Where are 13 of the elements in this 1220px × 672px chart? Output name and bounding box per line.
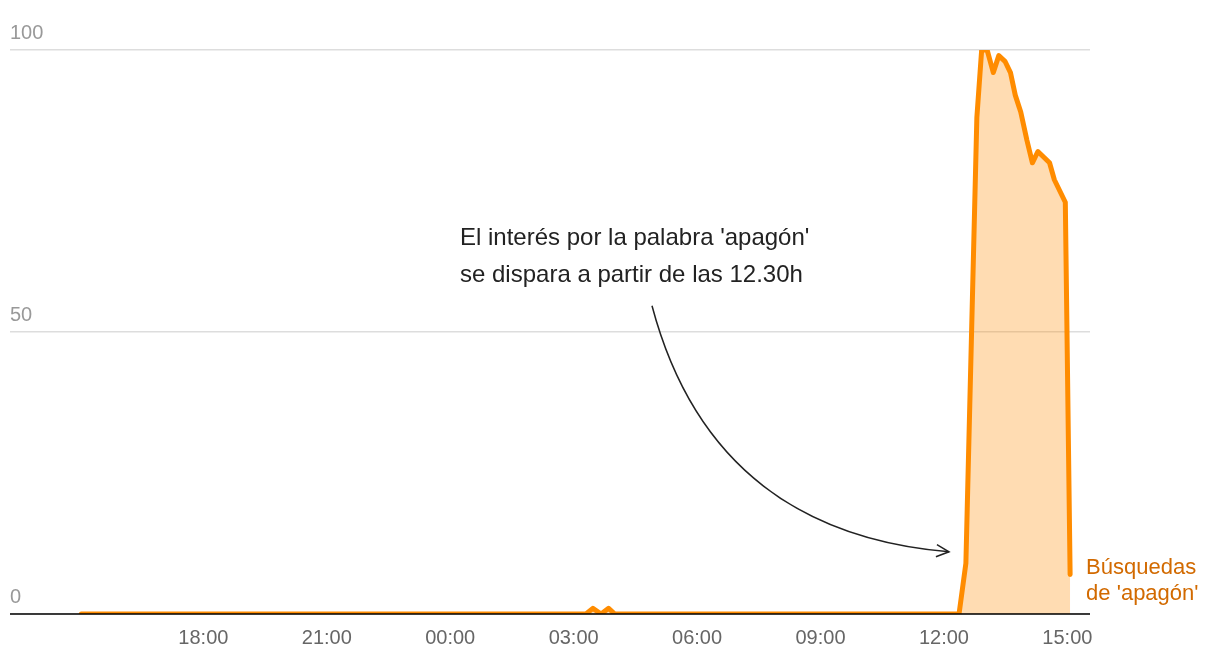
x-tick-label: 00:00 [425, 625, 476, 648]
x-tick-label: 12:00 [918, 625, 969, 648]
x-tick-label: 18:00 [178, 625, 229, 648]
annotation: El interés por la palabra 'apagón' se dispara a partir de las 12.30h [460, 223, 810, 288]
x-tick-label: 09:00 [795, 625, 846, 648]
y-tick-label: 50 [10, 302, 33, 325]
series-label: Búsquedas de 'apagón' [1086, 553, 1199, 605]
x-tick-label: 21:00 [301, 625, 352, 648]
y-tick-label: 0 [10, 584, 22, 607]
x-tick-label: 06:00 [672, 625, 723, 648]
x-tick-label: 03:00 [548, 625, 599, 648]
y-tick-label: 100 [10, 20, 44, 43]
x-tick-label: 15:00 [1042, 625, 1093, 648]
